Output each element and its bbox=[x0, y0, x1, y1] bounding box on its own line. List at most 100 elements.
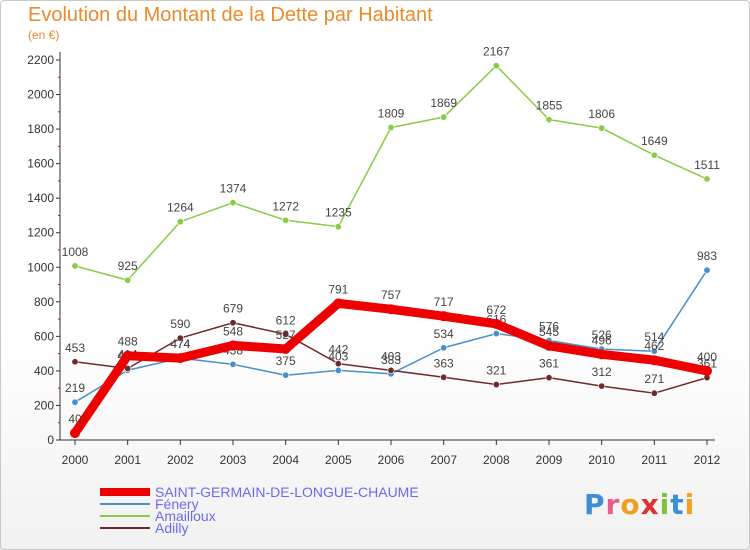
logo-letter: i bbox=[684, 488, 696, 521]
data-label: 462 bbox=[644, 339, 664, 353]
data-label: 514 bbox=[644, 330, 664, 344]
data-label: 363 bbox=[434, 356, 454, 370]
legend-item: Amailloux bbox=[100, 509, 419, 523]
data-point bbox=[333, 298, 344, 309]
data-label: 375 bbox=[276, 354, 296, 368]
y-tick-label: 1000 bbox=[27, 260, 54, 274]
data-label: 1272 bbox=[272, 199, 299, 213]
x-tick-label: 2010 bbox=[588, 453, 615, 467]
x-tick-label: 2005 bbox=[325, 453, 352, 467]
data-label: 453 bbox=[65, 341, 85, 355]
y-tick-label: 400 bbox=[34, 364, 54, 378]
data-point bbox=[229, 360, 237, 368]
data-label: 1869 bbox=[430, 96, 457, 110]
data-label: 534 bbox=[434, 327, 454, 341]
x-tick-label: 2007 bbox=[430, 453, 457, 467]
data-label: 527 bbox=[276, 328, 296, 342]
data-label: 488 bbox=[118, 335, 138, 349]
data-label: 791 bbox=[328, 282, 348, 296]
x-tick-label: 2001 bbox=[114, 453, 141, 467]
data-point bbox=[334, 223, 342, 231]
data-label: 400 bbox=[697, 350, 717, 364]
logo-letter: o bbox=[620, 488, 641, 521]
x-tick-label: 2002 bbox=[167, 453, 194, 467]
legend-item: SAINT-GERMAIN-DE-LONGUE-CHAUME bbox=[100, 484, 419, 500]
data-point bbox=[71, 398, 79, 406]
proxiti-logo: Proxiti bbox=[584, 488, 695, 521]
data-label: 496 bbox=[592, 333, 612, 347]
data-point bbox=[702, 365, 712, 376]
data-label: 1264 bbox=[167, 201, 194, 215]
data-label: 1235 bbox=[325, 206, 352, 220]
legend-item: Fénery bbox=[100, 497, 419, 511]
legend-swatch bbox=[100, 503, 150, 505]
chart-title: Evolution du Montant de la Dette par Hab… bbox=[28, 4, 433, 26]
data-point bbox=[334, 366, 342, 374]
y-tick-label: 200 bbox=[34, 398, 54, 412]
data-label: 925 bbox=[118, 259, 138, 273]
data-label: 576 bbox=[539, 320, 559, 334]
y-tick-label: 0 bbox=[47, 433, 54, 447]
data-point bbox=[596, 349, 607, 360]
data-point bbox=[280, 343, 291, 354]
y-tick-label: 600 bbox=[34, 329, 54, 343]
y-tick-label: 1400 bbox=[27, 191, 54, 205]
data-label: 40 bbox=[68, 412, 82, 426]
legend-swatch bbox=[100, 488, 150, 496]
data-point bbox=[334, 360, 342, 368]
data-label: 1511 bbox=[694, 158, 720, 172]
data-point bbox=[491, 318, 502, 329]
data-point bbox=[440, 373, 448, 381]
data-point bbox=[438, 311, 449, 322]
data-label: 526 bbox=[592, 328, 612, 342]
data-point bbox=[386, 304, 396, 315]
legend-label: SAINT-GERMAIN-DE-LONGUE-CHAUME bbox=[155, 484, 419, 500]
data-point bbox=[175, 353, 186, 364]
data-label: 1809 bbox=[378, 107, 405, 121]
data-label: 545 bbox=[539, 325, 559, 339]
data-label: 717 bbox=[434, 295, 454, 309]
data-label: 1374 bbox=[220, 182, 247, 196]
data-label: 1649 bbox=[641, 134, 668, 148]
data-point bbox=[650, 347, 658, 355]
data-point bbox=[229, 319, 237, 327]
x-tick-label: 2009 bbox=[536, 453, 563, 467]
data-point bbox=[387, 124, 395, 132]
x-tick-label: 2006 bbox=[378, 453, 405, 467]
data-label: 474 bbox=[170, 337, 190, 351]
data-label: 1806 bbox=[588, 107, 615, 121]
y-tick-label: 2200 bbox=[27, 53, 54, 67]
data-label: 271 bbox=[644, 372, 664, 386]
legend-swatch bbox=[100, 515, 150, 517]
y-tick-label: 1200 bbox=[27, 226, 54, 240]
y-tick-label: 2000 bbox=[27, 88, 54, 102]
data-label: 442 bbox=[328, 343, 348, 357]
data-point bbox=[440, 344, 448, 352]
data-point bbox=[122, 350, 133, 361]
data-point bbox=[282, 371, 290, 379]
data-point bbox=[703, 266, 711, 274]
logo-letter: r bbox=[605, 488, 621, 521]
data-point bbox=[544, 340, 554, 351]
x-tick-label: 2003 bbox=[220, 453, 247, 467]
data-label: 361 bbox=[539, 357, 559, 371]
data-point bbox=[124, 364, 132, 372]
data-label: 1008 bbox=[62, 245, 89, 259]
data-point bbox=[124, 276, 132, 284]
data-label: 312 bbox=[592, 365, 612, 379]
data-point bbox=[387, 366, 395, 374]
chart-subtitle: (en €) bbox=[28, 28, 60, 42]
data-point bbox=[71, 358, 79, 366]
data-point bbox=[176, 218, 184, 226]
legend-label: Adilly bbox=[155, 520, 189, 536]
data-label: 590 bbox=[170, 317, 190, 331]
line-chart: 0 200 400 600 800 1000 1200 1400 1600 1800 2000 220… bbox=[27, 45, 720, 467]
x-tick-label: 2011 bbox=[641, 453, 667, 467]
data-label: 403 bbox=[381, 349, 401, 363]
data-point bbox=[440, 113, 448, 121]
logo-letter: i bbox=[659, 488, 671, 521]
x-tick-label: 2008 bbox=[483, 453, 510, 467]
data-label: 321 bbox=[486, 364, 506, 378]
logo-letter: t bbox=[670, 488, 685, 521]
data-point bbox=[70, 428, 80, 439]
